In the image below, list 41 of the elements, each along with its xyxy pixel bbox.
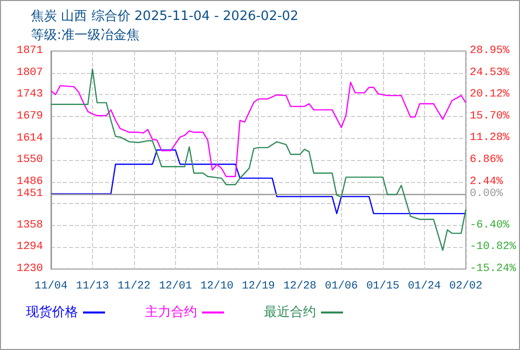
y2-tick-label: -10.82% — [470, 241, 516, 254]
x-tick-label: 12/10 — [200, 280, 234, 292]
y-tick-label: 1451 — [16, 188, 44, 200]
line-series — [50, 68, 466, 251]
y2-tick-label: 15.70% — [470, 110, 510, 122]
line-series — [50, 149, 466, 214]
y-tick-label: 1679 — [16, 110, 43, 122]
y2-tick-label: -6.40% — [470, 219, 510, 232]
legend-label: 主力合约 — [145, 304, 197, 320]
x-tick-label: 11/13 — [76, 280, 109, 292]
y-tick-label: 1486 — [16, 176, 43, 188]
x-tick-label: 01/06 — [324, 280, 358, 292]
x-tick-label: 02/02 — [449, 280, 482, 292]
chart-title: 焦炭 山西 综合价 2025-11-04 - 2026-02-02 — [31, 9, 298, 24]
y-tick-label: 1294 — [16, 241, 44, 254]
x-tick-label: 11/22 — [117, 280, 150, 292]
y2-tick-label: 20.12% — [470, 88, 510, 101]
legend-label: 现货价格 — [26, 305, 78, 320]
y2-tick-label: -15.24% — [470, 263, 516, 275]
line-series — [50, 82, 466, 178]
legend-label: 最近合约 — [264, 305, 316, 320]
y-tick-label: 1358 — [16, 219, 43, 232]
y2-tick-label: 28.95% — [470, 45, 510, 57]
y2-tick-label: 24.53% — [470, 66, 510, 79]
y-tick-label: 1807 — [16, 66, 43, 79]
x-tick-label: 12/01 — [158, 280, 192, 292]
y-tick-label: 1743 — [16, 88, 43, 101]
y-tick-label: 1550 — [16, 154, 43, 166]
x-tick-label: 12/28 — [283, 280, 316, 292]
y2-tick-label: 0.00% — [470, 188, 504, 200]
y2-tick-label: 11.28% — [470, 132, 510, 144]
x-tick-label: 01/24 — [408, 280, 442, 292]
chart-subtitle: 等级:准一级冶金焦 — [31, 28, 140, 43]
y-tick-label: 1614 — [16, 132, 44, 144]
x-tick-label: 11/04 — [34, 280, 68, 292]
y2-tick-label: 6.86% — [470, 154, 504, 166]
y-tick-label: 1230 — [16, 263, 43, 275]
x-tick-label: 12/19 — [242, 280, 275, 292]
y2-tick-label: 2.44% — [470, 176, 504, 188]
y-tick-label: 1871 — [16, 45, 44, 57]
x-tick-label: 01/15 — [366, 280, 400, 292]
